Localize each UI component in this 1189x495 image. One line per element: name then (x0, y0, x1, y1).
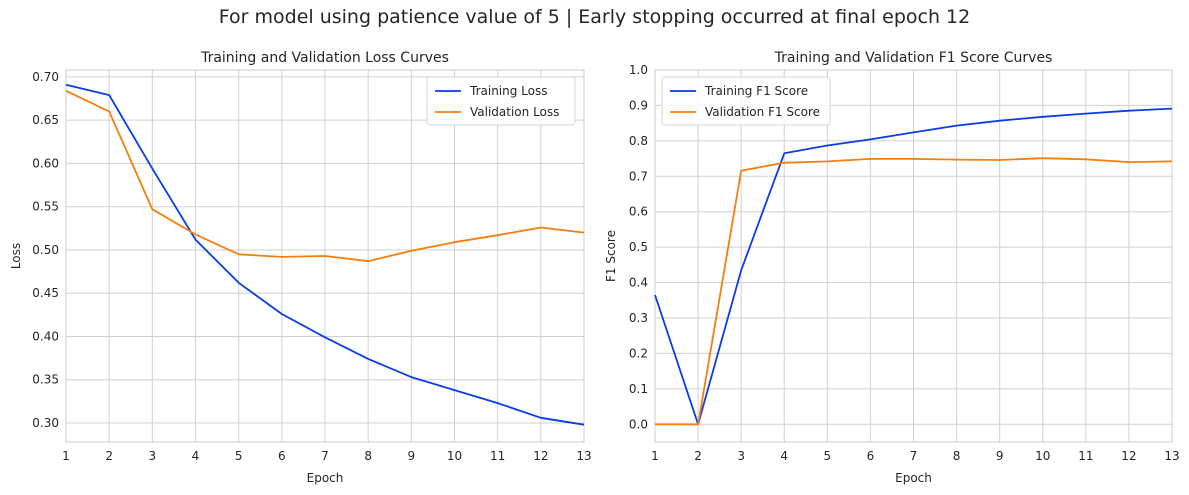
x-tick-label: 12 (533, 449, 548, 463)
y-tick-label: 0.4 (629, 276, 648, 290)
x-tick-label: 1 (62, 449, 70, 463)
x-tick-label: 3 (149, 449, 157, 463)
legend-label: Training Loss (469, 84, 547, 98)
y-tick-label: 0.65 (32, 113, 59, 127)
y-tick-label: 0.2 (629, 346, 648, 360)
y-tick-label: 0.60 (32, 156, 59, 170)
series-line-training (65, 83, 585, 426)
y-tick-label: 0.40 (32, 329, 59, 343)
y-tick-label: 0.3 (629, 311, 648, 325)
x-tick-label: 2 (105, 449, 113, 463)
x-tick-label: 5 (824, 449, 832, 463)
loss-chart: 1 2 3 4 5 6 7 8 9 10 11 12 130.300.350.400.450.500.5… (9, 50, 592, 485)
y-tick-label: 0.55 (32, 200, 59, 214)
x-axis-label: Epoch (307, 471, 344, 485)
x-tick-label: 4 (192, 449, 200, 463)
x-tick-label: 11 (1078, 449, 1093, 463)
y-tick-label: 0.5 (629, 240, 648, 254)
y-tick-label: 0.7 (629, 169, 648, 183)
y-tick-label: 0.70 (32, 70, 59, 84)
plot-frame (654, 69, 1173, 443)
x-tick-label: 7 (321, 449, 329, 463)
plot-frame (65, 69, 585, 443)
x-tick-label: 6 (867, 449, 875, 463)
x-tick-label: 9 (996, 449, 1004, 463)
x-tick-label: 13 (576, 449, 591, 463)
x-tick-label: 8 (364, 449, 372, 463)
x-tick-label: 12 (1121, 449, 1136, 463)
y-tick-label: 0.45 (32, 286, 59, 300)
series-line-validation (655, 157, 1173, 426)
x-tick-label: 10 (447, 449, 462, 463)
series-line-training (654, 107, 1173, 426)
x-tick-label: 2 (694, 449, 702, 463)
x-tick-label: 1 (651, 449, 659, 463)
y-tick-label: 0.8 (629, 134, 648, 148)
x-tick-label: 5 (235, 449, 243, 463)
x-tick-label: 13 (1164, 449, 1179, 463)
x-tick-label: 11 (490, 449, 505, 463)
x-axis-label: Epoch (895, 471, 932, 485)
legend-label: Training F1 Score (704, 84, 808, 98)
legend-box (661, 76, 831, 126)
f1-chart: 1 2 3 4 5 6 7 8 9 10 11 12 130.00.10.20.30.40.50.60.… (604, 50, 1180, 485)
y-tick-label: 1.0 (629, 63, 648, 77)
y-tick-label: 0.0 (629, 417, 648, 431)
x-tick-label: 6 (278, 449, 286, 463)
x-tick-label: 3 (737, 449, 745, 463)
y-axis-label: F1 Score (604, 230, 618, 282)
x-tick-label: 4 (780, 449, 788, 463)
y-tick-label: 0.35 (32, 373, 59, 387)
chart-title: Training and Validation F1 Score Curves (774, 50, 1053, 66)
legend-label: Validation Loss (470, 105, 559, 119)
figure-title: For model using patience value of 5 | Ea… (218, 6, 971, 28)
series-line-validation (65, 89, 585, 263)
x-tick-label: 10 (1035, 449, 1050, 463)
x-tick-label: 8 (953, 449, 961, 463)
y-axis-label: Loss (9, 243, 23, 269)
y-tick-label: 0.9 (629, 98, 648, 112)
chart-title: Training and Validation Loss Curves (200, 50, 449, 66)
legend-label: Validation F1 Score (705, 105, 820, 119)
y-tick-label: 0.1 (629, 382, 648, 396)
x-tick-label: 7 (910, 449, 918, 463)
legend-box (426, 76, 576, 126)
y-tick-label: 0.50 (32, 243, 59, 257)
y-tick-label: 0.30 (32, 416, 59, 430)
x-tick-label: 9 (408, 449, 416, 463)
y-tick-label: 0.6 (629, 205, 648, 219)
